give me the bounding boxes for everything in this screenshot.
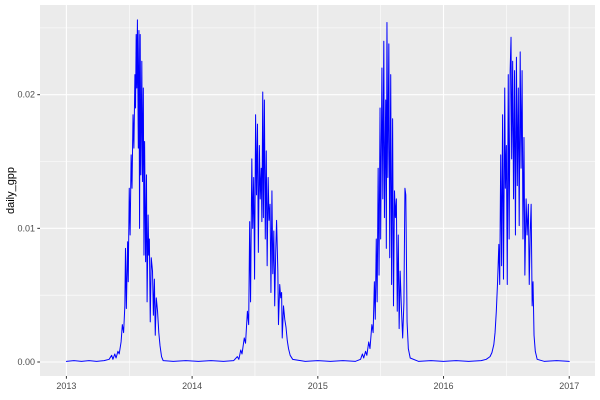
y-axis-title: daily_gpp — [5, 166, 17, 215]
x-tick-label: 2017 — [559, 381, 579, 391]
x-tick-label: 2016 — [434, 381, 454, 391]
y-tick-label: 0.02 — [17, 90, 35, 100]
x-tick-label: 2015 — [308, 381, 328, 391]
y-tick-label: 0.00 — [17, 357, 35, 367]
y-tick-label: 0.01 — [17, 223, 35, 233]
x-tick-label: 2013 — [56, 381, 76, 391]
x-tick-label: 2014 — [182, 381, 202, 391]
gpp-line-series — [65, 19, 570, 362]
